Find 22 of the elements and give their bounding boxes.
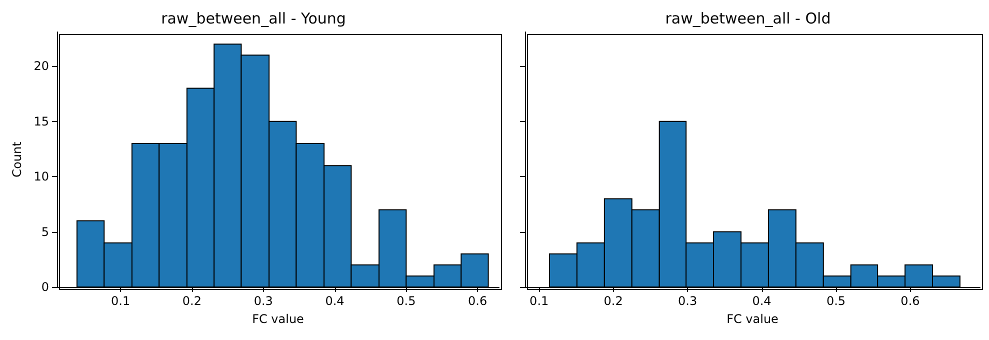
x-tick-label: 0.4 (752, 294, 772, 308)
y-tick-label: 0 (41, 280, 49, 294)
x-tick-label: 0.6 (900, 294, 920, 308)
x-tick-label: 0.3 (678, 294, 698, 308)
x-tick-label: 0.4 (325, 294, 344, 308)
x-tick-label: 0.2 (604, 294, 623, 308)
y-tick-label: 15 (34, 114, 49, 128)
x-tick-label: 0.3 (254, 294, 273, 308)
x-axis-title: FC value (726, 312, 778, 326)
y-tick-label: 5 (41, 224, 49, 239)
chart-title: raw_between_all - Young (161, 10, 346, 28)
chart-title: raw_between_all - Old (665, 10, 831, 28)
x-tick-label: 0.5 (826, 294, 846, 308)
x-tick-label: 0.5 (396, 294, 416, 308)
y-axis-title: Count (10, 141, 24, 178)
x-axis-title: FC value (252, 312, 304, 326)
x-tick-label: 0.1 (111, 294, 130, 308)
x-tick-label: 0.1 (530, 294, 549, 308)
y-tick-label: 10 (34, 170, 49, 184)
x-tick-label: 0.2 (182, 294, 202, 308)
x-tick-label: 0.6 (468, 294, 488, 308)
y-tick-label: 20 (34, 59, 49, 74)
